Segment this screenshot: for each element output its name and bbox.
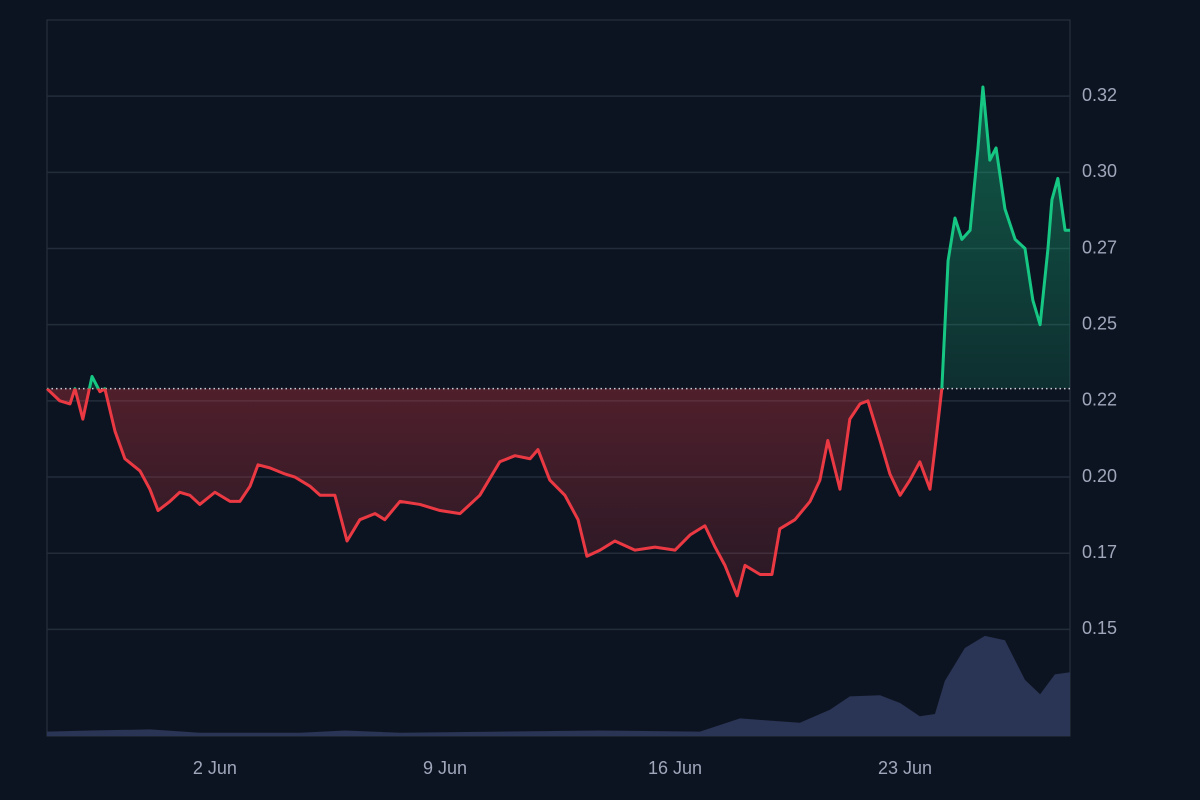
x-tick-label: 16 Jun	[648, 758, 702, 778]
volume-area	[47, 635, 1070, 736]
y-tick-label: 0.27	[1082, 237, 1117, 257]
plot-frame	[46, 19, 1071, 737]
y-tick-label: 0.15	[1082, 618, 1117, 638]
y-tick-label: 0.20	[1082, 466, 1117, 486]
area-fill	[47, 87, 1070, 596]
x-tick-label: 23 Jun	[878, 758, 932, 778]
y-tick-label: 0.25	[1082, 313, 1117, 333]
price-line	[45, 85, 1070, 598]
x-tick-label: 9 Jun	[423, 758, 467, 778]
y-tick-label: 0.32	[1082, 85, 1117, 105]
y-tick-label: 0.30	[1082, 161, 1117, 181]
y-tick-label: 0.22	[1082, 390, 1117, 410]
y-tick-label: 0.17	[1082, 542, 1117, 562]
x-tick-label: 2 Jun	[193, 758, 237, 778]
